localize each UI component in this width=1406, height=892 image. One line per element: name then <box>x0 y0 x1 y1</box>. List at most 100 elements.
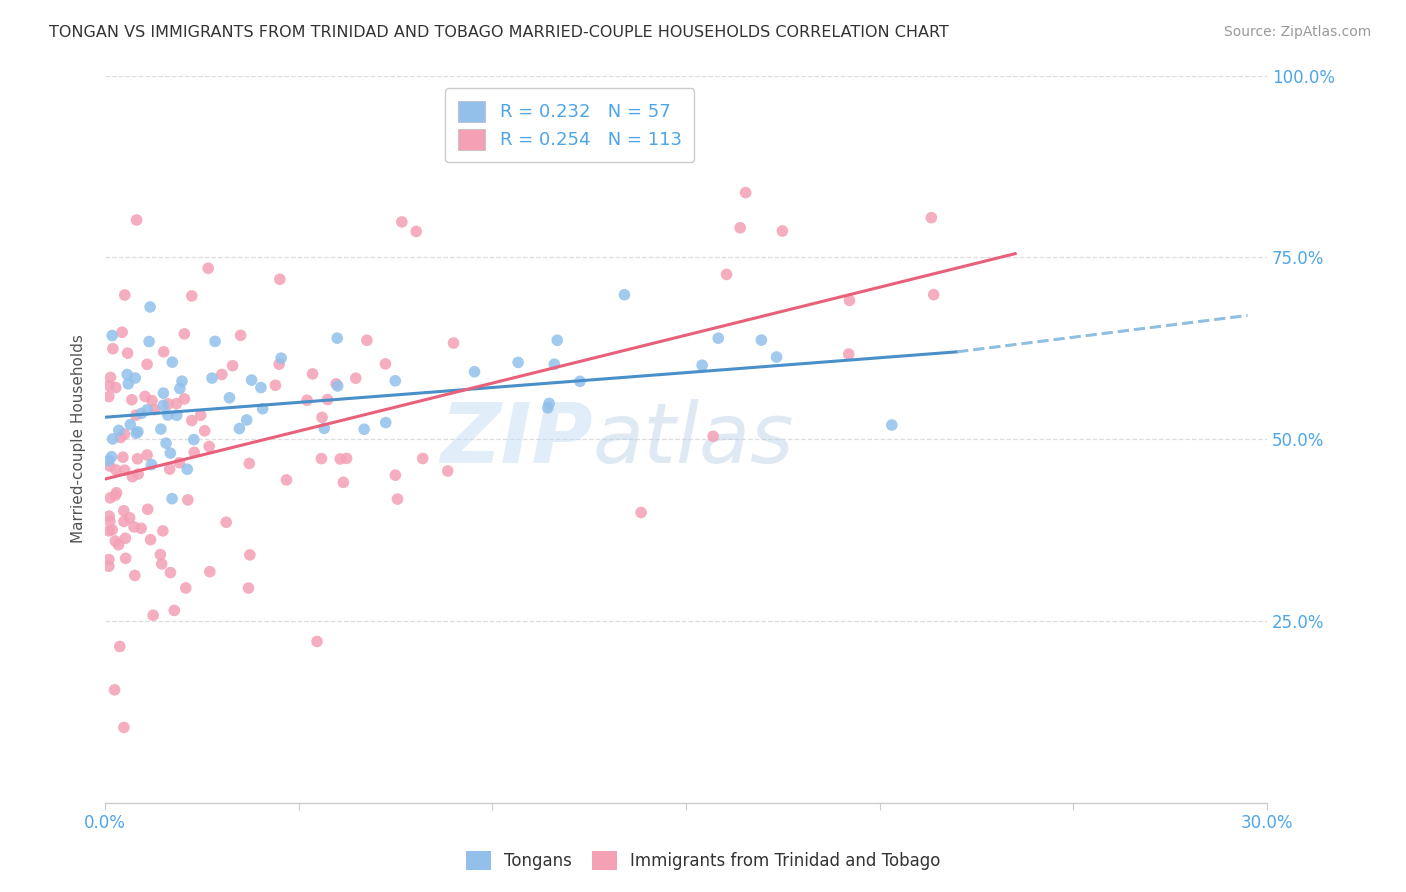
Point <box>295 393 318 408</box>
Point <box>332 475 354 490</box>
Point <box>162 355 184 369</box>
Point <box>101 523 124 537</box>
Point <box>139 533 162 547</box>
Point <box>174 581 197 595</box>
Point <box>613 287 636 301</box>
Point <box>922 287 945 301</box>
Point <box>127 467 149 481</box>
Point <box>114 551 136 566</box>
Point <box>139 300 162 314</box>
Point <box>374 416 396 430</box>
Point <box>405 224 427 238</box>
Point <box>690 358 713 372</box>
Point <box>104 534 127 549</box>
Point <box>157 397 180 411</box>
Point <box>335 451 357 466</box>
Point <box>838 293 860 308</box>
Point <box>97 552 120 566</box>
Point <box>269 272 291 286</box>
Legend: R = 0.232   N = 57, R = 0.254   N = 113: R = 0.232 N = 57, R = 0.254 N = 113 <box>446 88 695 162</box>
Point <box>180 413 202 427</box>
Point <box>155 436 177 450</box>
Point <box>159 462 181 476</box>
Point <box>436 464 458 478</box>
Point <box>238 581 260 595</box>
Point <box>325 376 347 391</box>
Point <box>124 568 146 582</box>
Point <box>152 398 174 412</box>
Point <box>101 432 124 446</box>
Point <box>97 524 120 538</box>
Point <box>143 402 166 417</box>
Point <box>194 424 217 438</box>
Point <box>180 289 202 303</box>
Point <box>118 511 141 525</box>
Point <box>97 559 120 574</box>
Point <box>121 392 143 407</box>
Point <box>353 422 375 436</box>
Point <box>356 333 378 347</box>
Point <box>198 440 221 454</box>
Point <box>218 391 240 405</box>
Point <box>412 451 434 466</box>
Point <box>228 421 250 435</box>
Point <box>238 457 260 471</box>
Point <box>122 520 145 534</box>
Point <box>374 357 396 371</box>
Point <box>110 430 132 444</box>
Point <box>183 433 205 447</box>
Point <box>169 382 191 396</box>
Point <box>97 390 120 404</box>
Point <box>329 452 352 467</box>
Point <box>506 355 529 369</box>
Point <box>170 374 193 388</box>
Point <box>141 458 163 472</box>
Point <box>105 485 128 500</box>
Point <box>150 557 173 571</box>
Point <box>770 224 793 238</box>
Point <box>301 367 323 381</box>
Point <box>215 515 238 529</box>
Point <box>160 491 183 506</box>
Point <box>115 368 138 382</box>
Point <box>114 427 136 442</box>
Point <box>229 328 252 343</box>
Point <box>316 392 339 407</box>
Point <box>129 521 152 535</box>
Text: TONGAN VS IMMIGRANTS FROM TRINIDAD AND TOBAGO MARRIED-COUPLE HOUSEHOLDS CORRELAT: TONGAN VS IMMIGRANTS FROM TRINIDAD AND T… <box>49 25 949 40</box>
Point <box>538 396 561 410</box>
Point <box>221 359 243 373</box>
Point <box>751 333 773 347</box>
Point <box>127 425 149 439</box>
Point <box>201 371 224 385</box>
Point <box>276 473 298 487</box>
Point <box>204 334 226 349</box>
Point <box>169 456 191 470</box>
Point <box>112 504 135 518</box>
Point <box>159 566 181 580</box>
Point <box>136 502 159 516</box>
Point <box>152 344 174 359</box>
Point <box>311 410 333 425</box>
Point <box>112 515 135 529</box>
Point <box>707 331 730 345</box>
Point <box>149 548 172 562</box>
Point <box>305 634 328 648</box>
Point <box>104 682 127 697</box>
Point <box>98 514 121 528</box>
Point <box>121 469 143 483</box>
Point <box>176 462 198 476</box>
Point <box>114 288 136 302</box>
Point <box>100 450 122 464</box>
Point <box>311 451 333 466</box>
Point <box>163 603 186 617</box>
Point <box>166 409 188 423</box>
Point <box>252 401 274 416</box>
Point <box>101 342 124 356</box>
Point <box>134 389 156 403</box>
Point <box>152 386 174 401</box>
Point <box>104 381 127 395</box>
Point <box>136 448 159 462</box>
Point <box>98 509 121 524</box>
Point <box>97 378 120 392</box>
